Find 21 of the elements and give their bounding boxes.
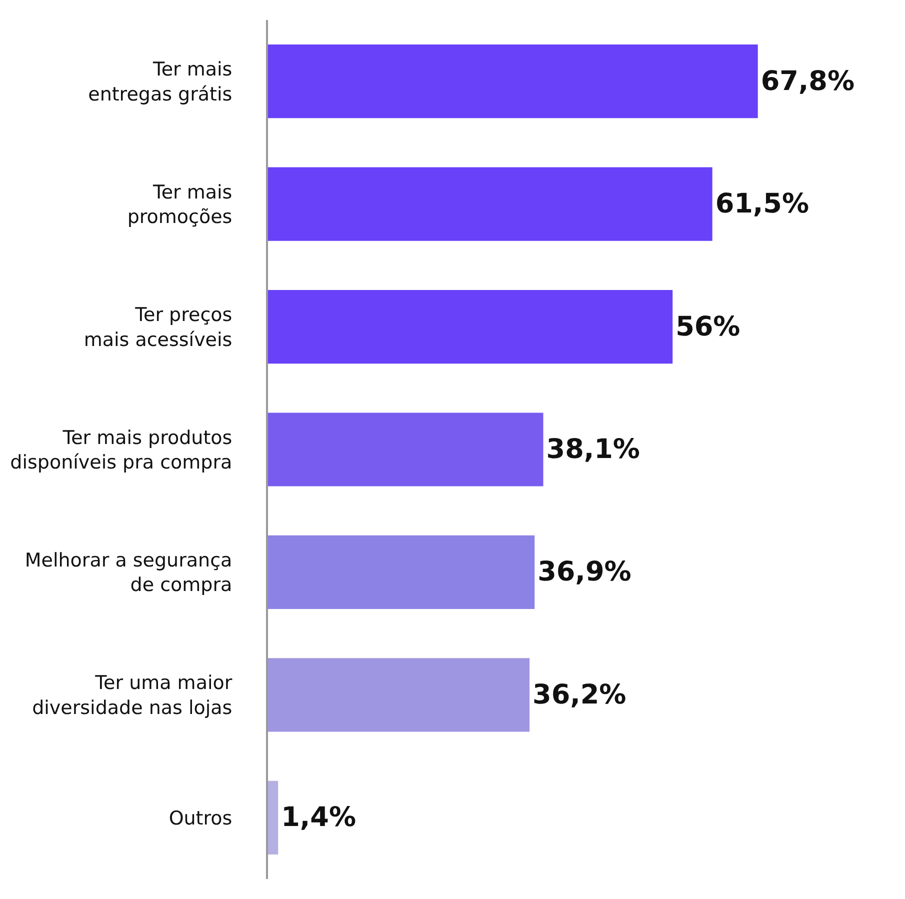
data-label: 36,2% [532, 679, 626, 710]
data-label: 61,5% [715, 188, 809, 220]
y-tick-label: Ter preços mais acessíveis [84, 304, 232, 351]
y-tick-label: Ter mais entregas grátis [88, 58, 232, 106]
bar [268, 780, 278, 854]
bar [268, 658, 530, 732]
y-tick-label: Ter mais promoções [127, 181, 232, 228]
bar [268, 44, 758, 118]
data-label: 36,9% [538, 556, 632, 588]
data-label: 1,4% [281, 802, 356, 834]
y-tick-label: Melhorar a segurança de compra [24, 550, 232, 596]
bar [268, 167, 712, 241]
data-label: 67,8% [760, 66, 855, 97]
data-label: 38,1% [546, 434, 640, 465]
y-tick-label: Ter mais produtos disponíveis pra compra [10, 426, 232, 474]
y-tick-label: Ter uma maior diversidade nas lojas [32, 672, 232, 719]
bar [268, 290, 673, 364]
data-label: 56% [676, 311, 740, 342]
y-tick-label: Outros [168, 807, 232, 830]
bar [268, 412, 544, 486]
bar [268, 535, 535, 610]
